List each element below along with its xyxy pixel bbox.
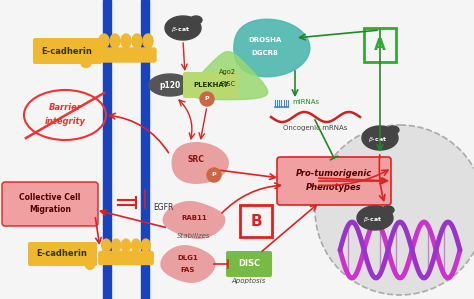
Ellipse shape xyxy=(149,74,191,96)
Circle shape xyxy=(200,92,214,106)
Polygon shape xyxy=(362,126,398,150)
Ellipse shape xyxy=(81,59,91,68)
Text: DLG1: DLG1 xyxy=(178,255,199,261)
FancyBboxPatch shape xyxy=(226,251,272,277)
FancyBboxPatch shape xyxy=(28,242,97,266)
FancyBboxPatch shape xyxy=(96,48,156,62)
Polygon shape xyxy=(234,19,310,77)
Polygon shape xyxy=(163,202,225,238)
Text: DISC: DISC xyxy=(238,259,260,268)
Text: Stabilizes: Stabilizes xyxy=(177,233,211,239)
Ellipse shape xyxy=(141,239,150,252)
Text: Oncogenic mRNAs: Oncogenic mRNAs xyxy=(283,125,347,131)
FancyBboxPatch shape xyxy=(33,38,102,64)
Text: miRNAs: miRNAs xyxy=(292,99,319,105)
Polygon shape xyxy=(357,206,393,230)
Text: DGCR8: DGCR8 xyxy=(252,50,278,56)
Text: P: P xyxy=(205,97,210,101)
Ellipse shape xyxy=(110,34,120,48)
Text: $\beta$-cat: $\beta$-cat xyxy=(363,214,383,223)
Ellipse shape xyxy=(85,254,94,262)
Text: p120: p120 xyxy=(159,80,181,89)
Text: Apoptosis: Apoptosis xyxy=(232,278,266,284)
Ellipse shape xyxy=(102,239,111,252)
Ellipse shape xyxy=(387,126,399,134)
FancyBboxPatch shape xyxy=(277,157,391,205)
Text: DROSHA: DROSHA xyxy=(248,37,282,43)
Bar xyxy=(103,0,111,299)
Ellipse shape xyxy=(111,239,120,252)
Text: E-cadherin: E-cadherin xyxy=(36,249,87,259)
FancyBboxPatch shape xyxy=(2,182,98,226)
Text: SRC: SRC xyxy=(188,155,204,164)
Polygon shape xyxy=(165,16,201,40)
Ellipse shape xyxy=(81,51,91,60)
Text: $\beta$-cat: $\beta$-cat xyxy=(171,25,191,33)
Ellipse shape xyxy=(143,34,153,48)
Text: Migration: Migration xyxy=(29,205,71,214)
FancyBboxPatch shape xyxy=(99,251,153,265)
Circle shape xyxy=(207,168,221,182)
Circle shape xyxy=(315,125,474,295)
Text: Collective Cell: Collective Cell xyxy=(19,193,81,202)
Text: B: B xyxy=(250,213,262,228)
Ellipse shape xyxy=(85,261,94,269)
Text: Ago2: Ago2 xyxy=(219,69,237,75)
Ellipse shape xyxy=(131,239,140,252)
Polygon shape xyxy=(188,52,268,100)
Text: integrity: integrity xyxy=(45,117,85,126)
Text: Pro-tumorigenic: Pro-tumorigenic xyxy=(296,170,372,179)
Ellipse shape xyxy=(121,34,131,48)
Polygon shape xyxy=(172,143,228,183)
Text: RISC: RISC xyxy=(220,81,236,87)
Polygon shape xyxy=(161,246,215,282)
Text: $\beta$-cat: $\beta$-cat xyxy=(368,135,388,144)
Text: A: A xyxy=(374,37,386,53)
Bar xyxy=(141,0,149,299)
Text: RAB11: RAB11 xyxy=(181,215,207,221)
Text: Phenotypes: Phenotypes xyxy=(306,184,362,193)
Ellipse shape xyxy=(382,206,394,214)
FancyBboxPatch shape xyxy=(183,72,239,98)
Ellipse shape xyxy=(121,239,130,252)
Text: FAS: FAS xyxy=(181,267,195,273)
Text: EGFR: EGFR xyxy=(153,204,173,213)
Text: P: P xyxy=(212,173,216,178)
Text: Barrier: Barrier xyxy=(48,103,82,112)
Text: PLEKHA7: PLEKHA7 xyxy=(193,82,229,88)
Ellipse shape xyxy=(99,34,109,48)
Ellipse shape xyxy=(190,16,202,24)
Text: E-cadherin: E-cadherin xyxy=(42,47,92,56)
Ellipse shape xyxy=(132,34,142,48)
